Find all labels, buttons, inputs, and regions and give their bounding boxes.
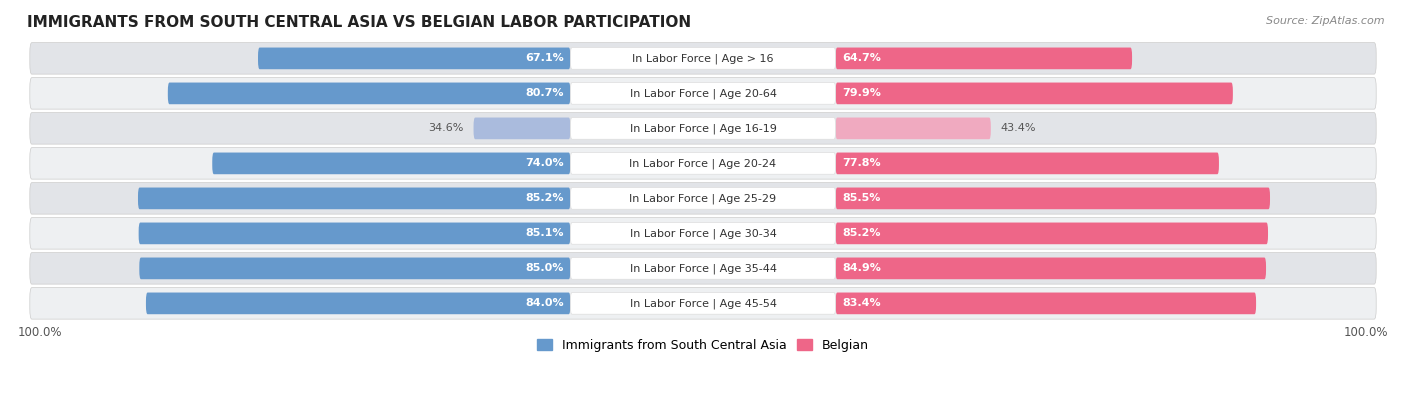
Text: In Labor Force | Age 25-29: In Labor Force | Age 25-29 [630,193,776,204]
Text: 64.7%: 64.7% [842,53,882,63]
FancyBboxPatch shape [30,148,1376,179]
FancyBboxPatch shape [835,188,1270,209]
Text: In Labor Force | Age > 16: In Labor Force | Age > 16 [633,53,773,64]
Text: 83.4%: 83.4% [842,298,882,308]
Text: 77.8%: 77.8% [842,158,882,168]
Text: In Labor Force | Age 16-19: In Labor Force | Age 16-19 [630,123,776,134]
Text: 84.0%: 84.0% [524,298,564,308]
FancyBboxPatch shape [30,218,1376,249]
Text: 85.1%: 85.1% [526,228,564,238]
FancyBboxPatch shape [30,182,1376,214]
FancyBboxPatch shape [835,118,991,139]
FancyBboxPatch shape [139,258,571,279]
FancyBboxPatch shape [835,293,1256,314]
Text: In Labor Force | Age 30-34: In Labor Force | Age 30-34 [630,228,776,239]
FancyBboxPatch shape [30,253,1376,284]
Text: In Labor Force | Age 20-64: In Labor Force | Age 20-64 [630,88,776,99]
FancyBboxPatch shape [167,83,571,104]
FancyBboxPatch shape [474,118,571,139]
FancyBboxPatch shape [571,118,835,139]
Text: 43.4%: 43.4% [1001,123,1036,134]
FancyBboxPatch shape [835,83,1233,104]
Text: 85.2%: 85.2% [842,228,880,238]
FancyBboxPatch shape [212,152,571,174]
FancyBboxPatch shape [30,113,1376,144]
Text: 34.6%: 34.6% [429,123,464,134]
FancyBboxPatch shape [571,258,835,279]
FancyBboxPatch shape [835,152,1219,174]
Text: 85.5%: 85.5% [842,194,880,203]
Text: Source: ZipAtlas.com: Source: ZipAtlas.com [1267,16,1385,26]
FancyBboxPatch shape [30,288,1376,319]
FancyBboxPatch shape [835,222,1268,244]
Text: 67.1%: 67.1% [524,53,564,63]
Text: IMMIGRANTS FROM SOUTH CENTRAL ASIA VS BELGIAN LABOR PARTICIPATION: IMMIGRANTS FROM SOUTH CENTRAL ASIA VS BE… [27,15,690,30]
FancyBboxPatch shape [571,152,835,174]
FancyBboxPatch shape [146,293,571,314]
FancyBboxPatch shape [30,78,1376,109]
Text: 85.2%: 85.2% [526,194,564,203]
FancyBboxPatch shape [571,222,835,244]
FancyBboxPatch shape [259,47,571,69]
Text: In Labor Force | Age 45-54: In Labor Force | Age 45-54 [630,298,776,308]
FancyBboxPatch shape [571,47,835,69]
FancyBboxPatch shape [571,83,835,104]
Text: 79.9%: 79.9% [842,88,882,98]
FancyBboxPatch shape [571,188,835,209]
Text: 84.9%: 84.9% [842,263,882,273]
FancyBboxPatch shape [139,222,571,244]
Text: 74.0%: 74.0% [524,158,564,168]
Legend: Immigrants from South Central Asia, Belgian: Immigrants from South Central Asia, Belg… [531,334,875,357]
FancyBboxPatch shape [138,188,571,209]
FancyBboxPatch shape [835,258,1265,279]
Text: 80.7%: 80.7% [526,88,564,98]
Text: In Labor Force | Age 35-44: In Labor Force | Age 35-44 [630,263,776,274]
FancyBboxPatch shape [30,43,1376,74]
Text: In Labor Force | Age 20-24: In Labor Force | Age 20-24 [630,158,776,169]
FancyBboxPatch shape [835,47,1132,69]
FancyBboxPatch shape [571,293,835,314]
Text: 85.0%: 85.0% [526,263,564,273]
